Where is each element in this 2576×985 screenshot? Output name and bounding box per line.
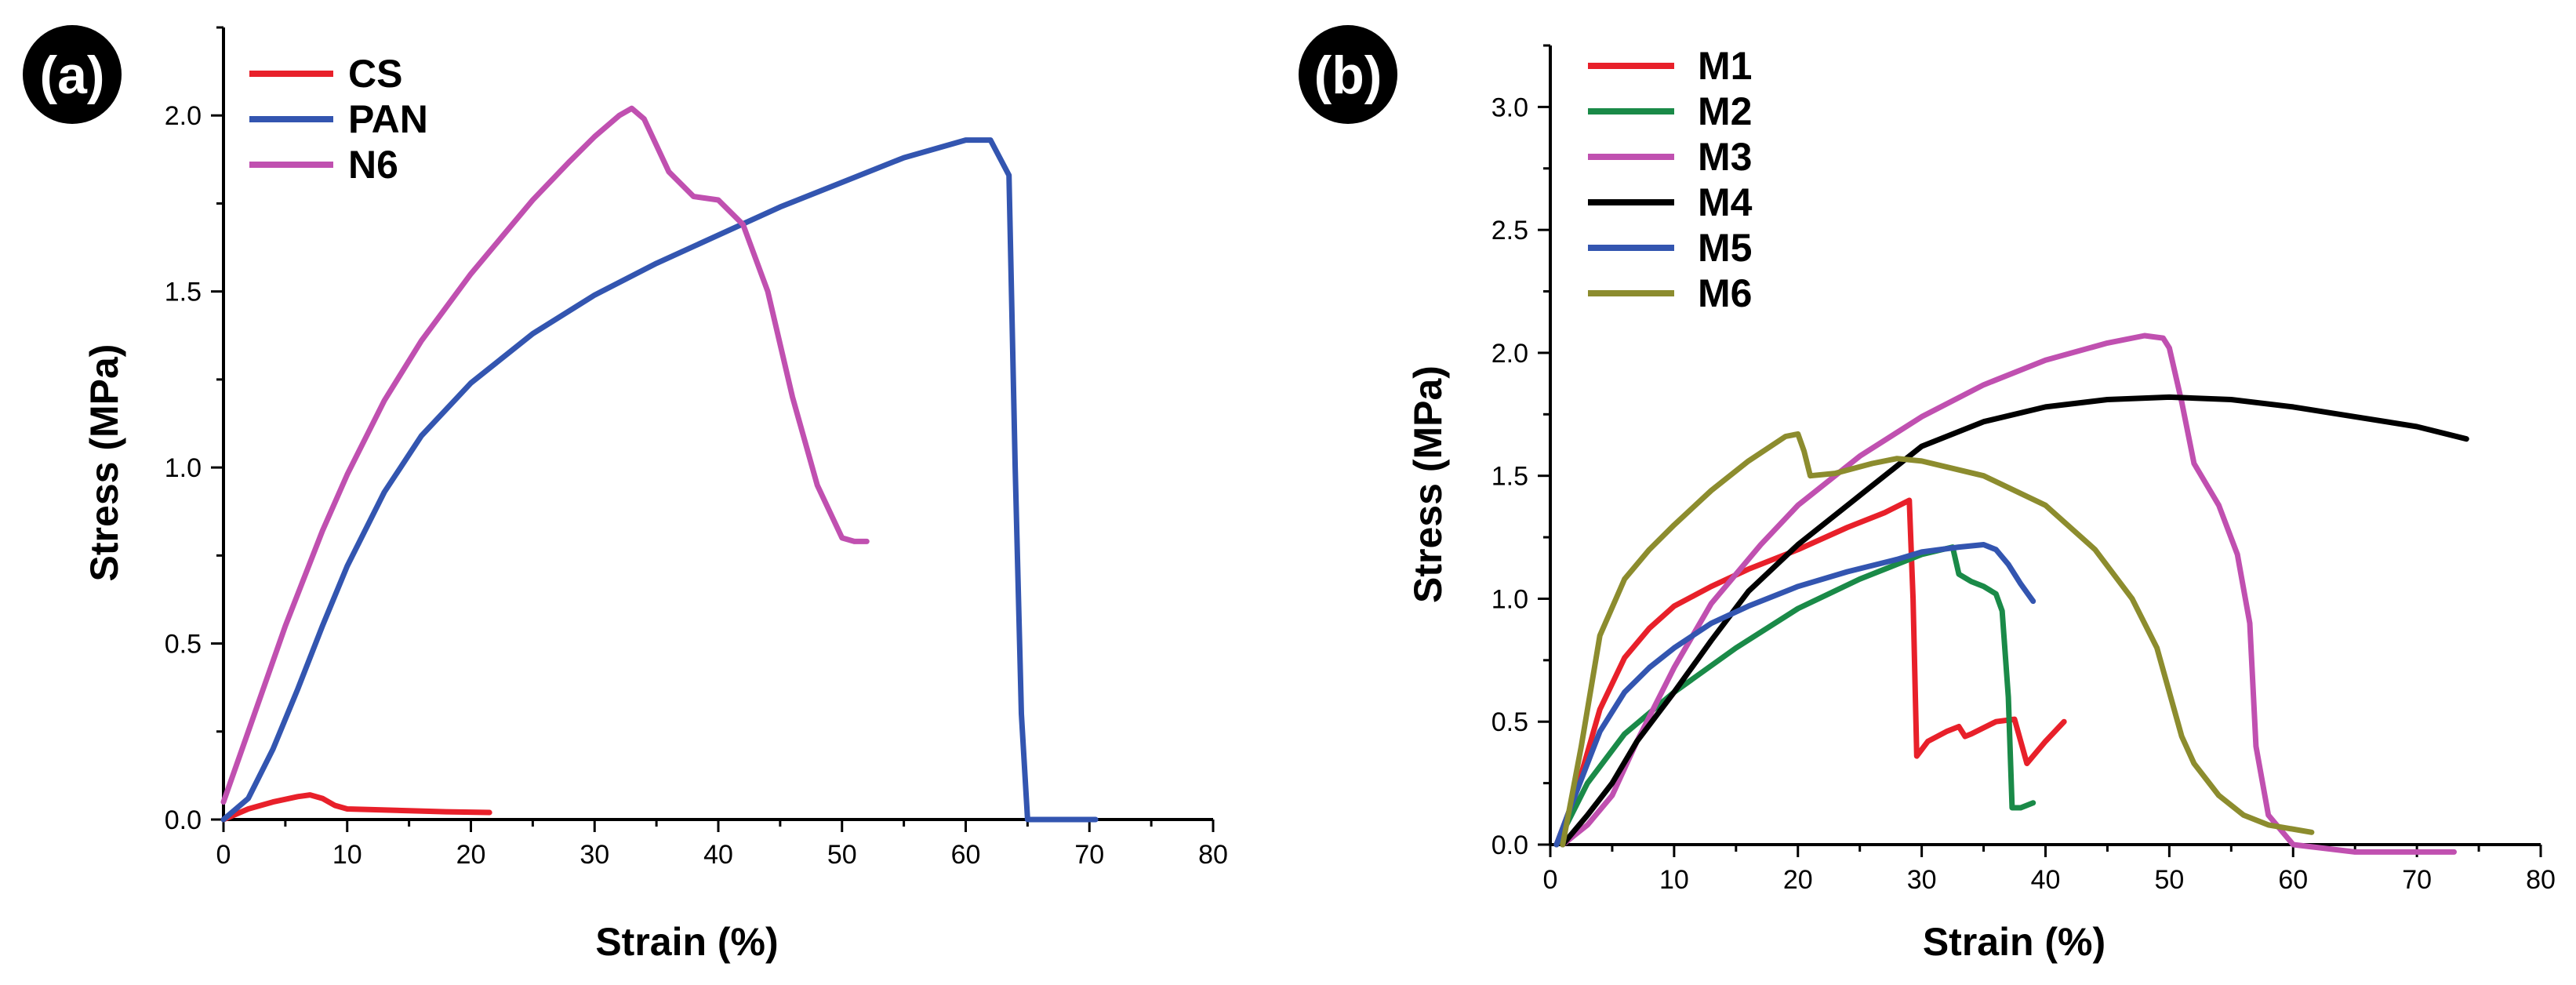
panel-a: 0 10 20 30 40 50 60 70 80 0.0 0.5 1.0 1.5 2.0 Strain (…	[23, 25, 1228, 964]
x-tick-label: 0	[216, 840, 231, 870]
x-tick-label: 20	[456, 840, 486, 870]
y-tick-label: 2.0	[165, 101, 202, 131]
x-tick-label: 70	[1074, 840, 1104, 870]
panel-label: (a)	[39, 45, 104, 105]
x-tick-label: 10	[332, 840, 362, 870]
series-line-m2	[1553, 544, 2036, 848]
x-tick-label: 60	[2278, 865, 2308, 895]
x-axis-title: Strain (%)	[595, 920, 778, 964]
y-tick-label: 2.0	[1491, 339, 1528, 369]
legend-label-m3: M3	[1698, 135, 1752, 179]
x-tick-label: 80	[2526, 865, 2556, 895]
series-line-m4	[1560, 394, 2469, 848]
y-tick-label: 0.0	[165, 805, 202, 835]
y-tick-label: 0.0	[1491, 831, 1528, 860]
x-tick-label: 10	[1659, 865, 1689, 895]
x-tick-label: 20	[1783, 865, 1813, 895]
series-line-m6	[1560, 431, 2315, 848]
legend-label-pan: PAN	[348, 97, 428, 141]
y-tick-label: 0.5	[1491, 707, 1528, 737]
x-tick-label: 70	[2402, 865, 2432, 895]
x-tick-label: 50	[827, 840, 857, 870]
legend-label-m6: M6	[1698, 271, 1752, 315]
y-axis-title: Stress (MPa)	[82, 344, 126, 582]
series-line-m1	[1553, 497, 2067, 848]
panel-badge	[23, 25, 122, 124]
legend-label-m1: M1	[1698, 44, 1752, 88]
y-axis-title: Stress (MPa)	[1406, 365, 1450, 603]
legend-label-m4: M4	[1698, 180, 1753, 224]
x-tick-label: 30	[580, 840, 609, 870]
panel-b: 0 10 20 30 40 50 60 70 80 0.0 0.5 1.0 1.5 2.0 2.5 3.0 St…	[1299, 25, 2556, 964]
series-line-cs	[220, 792, 492, 823]
y-tick-label: 1.0	[1491, 584, 1528, 614]
x-tick-label: 30	[1907, 865, 1937, 895]
y-tick-label: 1.5	[165, 278, 202, 307]
x-tick-label: 40	[703, 840, 733, 870]
legend-label-m5: M5	[1698, 226, 1752, 270]
x-tick-label: 50	[2154, 865, 2184, 895]
y-tick-label: 2.5	[1491, 216, 1528, 245]
y-tick-label: 1.5	[1491, 462, 1528, 492]
y-tick-label: 3.0	[1491, 93, 1528, 122]
y-tick-label: 1.0	[165, 453, 202, 483]
series-line-m3	[1560, 333, 2457, 855]
x-tick-label: 0	[1543, 865, 1558, 895]
panel-label: (b)	[1314, 45, 1382, 105]
x-axis-title: Strain (%)	[1923, 920, 2105, 964]
x-tick-label: 60	[951, 840, 981, 870]
series-line-n6	[220, 105, 870, 805]
series-line-m5	[1553, 542, 2036, 848]
y-tick-label: 0.5	[165, 630, 202, 660]
x-tick-label: 40	[2031, 865, 2061, 895]
legend-label-n6: N6	[348, 143, 398, 187]
x-tick-label: 80	[1198, 840, 1228, 870]
series-line-pan	[220, 137, 1099, 823]
legend-label-m2: M2	[1698, 89, 1752, 133]
panel-badge	[1299, 25, 1397, 124]
legend-label-cs: CS	[348, 52, 402, 96]
